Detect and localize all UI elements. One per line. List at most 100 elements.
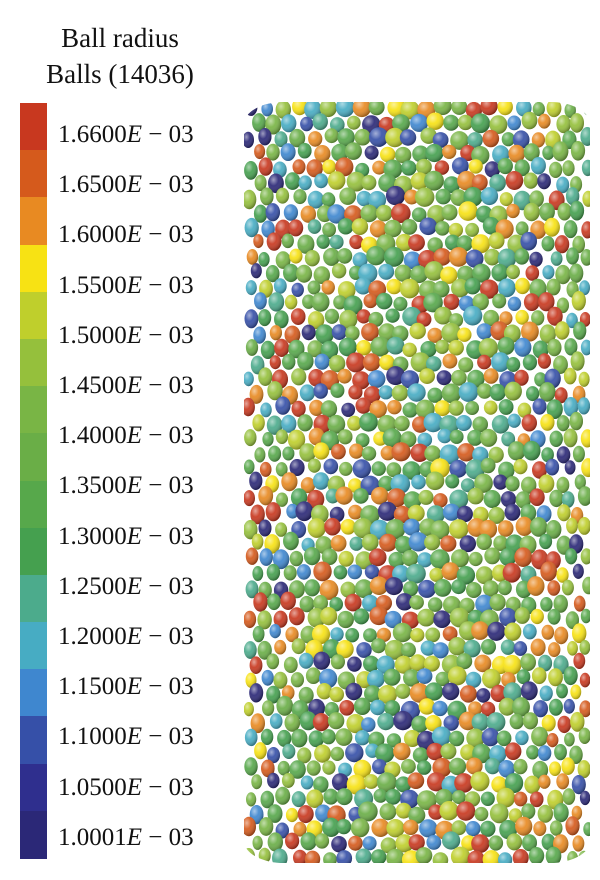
particle-ball-shading [578,371,590,387]
particle-ball-shading [451,579,466,595]
particle-ball-shading [434,160,450,175]
particle-ball-shading [309,399,324,416]
particle-ball-shading [497,157,513,175]
particle-ball-shading [353,608,370,625]
particle-ball-shading [477,383,493,399]
color-scale-band [20,103,47,151]
particle-ball-shading [410,628,425,643]
particle-ball-shading [292,102,308,116]
particle-ball-shading [498,278,516,298]
particle-ball-shading [315,324,334,345]
particle-ball-shading [395,802,412,819]
particle-ball-shading [401,219,418,235]
particle-ball-shading [448,339,464,356]
particle-ball-shading [280,591,296,610]
particle-ball-shading [337,218,354,235]
particle-ball-shading [512,697,530,717]
particle-ball-shading [314,744,331,763]
particle-ball-shading [244,429,257,447]
particle-ball-shading [404,189,420,205]
particle-ball-shading [250,263,262,279]
particle-ball-shading [541,624,555,640]
color-scale-label: 1.2500E − 03 [58,572,194,600]
color-scale-band [20,669,47,718]
particle-ball-shading [570,711,585,732]
particle-ball-shading [392,114,410,132]
color-scale-band [20,810,47,859]
particle-ball-shading [266,415,283,435]
particle-ball-shading [330,627,344,642]
particle-ball-shading [274,338,290,357]
particle-ball-shading [483,490,501,508]
particle-ball-shading [418,698,436,715]
particle-ball-shading [583,102,590,116]
particle-ball-shading [480,820,496,837]
particle-ball-shading [300,116,314,132]
particle-ball-shading [268,173,284,194]
particle-ball-shading [289,248,303,264]
particle-ball-shading [313,442,330,460]
particle-ball-shading [537,804,553,823]
particle-ball-shading [277,729,292,747]
particle-ball-shading [323,458,339,475]
particle-ball-shading [306,760,321,776]
particle-ball-shading [307,311,325,330]
particle-ball-shading [287,429,306,450]
particle-ball-shading [498,852,513,863]
particle-ball-shading [304,850,321,863]
particle-ball-shading [454,773,474,793]
particle-ball-shading [244,520,258,540]
particle-ball-shading [572,563,584,579]
particle-ball-shading [434,306,452,325]
particle-ball-shading [541,714,556,732]
particle-ball-shading [565,187,580,206]
particle-ball-shading [567,641,578,656]
particle-ball-shading [556,115,571,134]
particle-ball-shading [577,397,590,415]
particle-ball-shading [581,159,590,177]
particle-ball-shading [283,656,298,674]
color-scale-label: 1.3500E − 03 [58,472,194,500]
particle-ball-shading [548,668,563,687]
particle-ball-shading [387,488,407,508]
particle-ball-shading [276,492,288,507]
particle-ball-shading [486,712,506,732]
particle-ball-shading [547,306,563,326]
particle-ball-shading [407,504,425,522]
particle-ball-shading [468,159,483,174]
particle-ball-shading [513,641,528,656]
particle-ball-shading [260,728,274,746]
particle-ball-shading [523,293,540,311]
particle-ball-shading [554,235,570,254]
particle-ball-shading [362,836,377,851]
particle-ball-shading [252,625,265,643]
particle-ball-shading [416,760,432,775]
particle-ball-shading [361,323,379,341]
particle-ball-shading [475,594,494,614]
particle-ball-shading [531,726,549,747]
particle-ball-shading [339,187,357,205]
particle-ball-shading [514,159,530,177]
particle-ball-shading [281,773,295,788]
particle-ball-shading [432,700,448,717]
particle-ball-shading [571,291,586,311]
particle-ball-shading [337,610,354,629]
particle-ball-shading [305,667,321,684]
particle-ball-shading [474,654,492,673]
particle-ball-shading [360,204,378,223]
particle-ball-shading [424,261,444,281]
particle-ball-shading [328,355,346,373]
particle-ball-shading [556,176,570,194]
particle-ball-shading [468,701,483,716]
particle-ball-shading [562,788,576,805]
particle-ball-shading [335,486,353,505]
particle-ball-shading [410,113,429,132]
particle-ball-shading [336,640,354,659]
particle-ball-shading [507,115,521,131]
particle-ball-shading [420,640,436,656]
particle-ball-shading [253,234,264,249]
particle-ball-shading [566,517,578,534]
particle-ball-shading [490,321,509,341]
particle-ball-shading [407,383,426,402]
particle-ball-shading [377,713,395,731]
